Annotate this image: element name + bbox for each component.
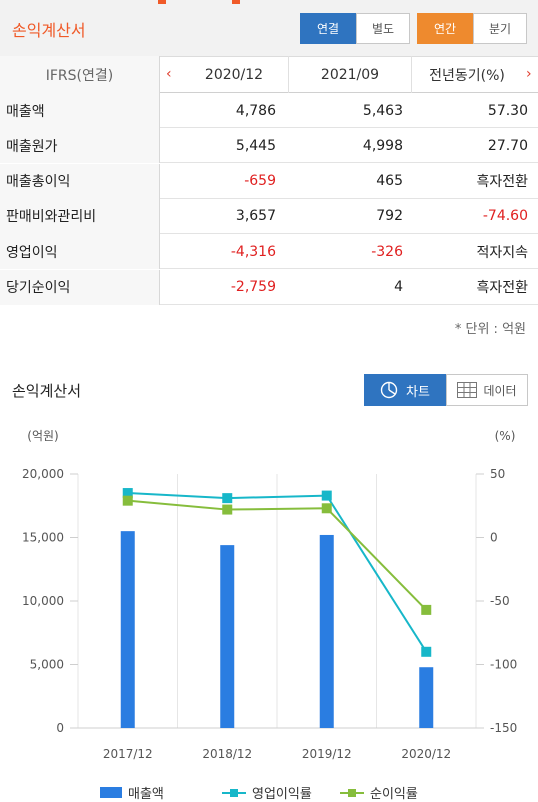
table-row: 영업이익 -4,316 -326 적자지속 — [0, 234, 538, 270]
table-cell: 흑자전환 — [476, 280, 528, 296]
y-right-tick-label: -100 — [490, 658, 517, 672]
prev-period-arrow-icon[interactable]: ‹ — [166, 66, 172, 82]
series-point-1 — [222, 504, 233, 515]
y-left-tick-label: 20,000 — [22, 467, 64, 481]
table-header-ifrs: IFRS(연결) — [0, 56, 160, 93]
row-label: 판매비와관리비 — [0, 198, 160, 234]
row-label: 매출액 — [0, 93, 160, 128]
table-cell: 적자지속 — [476, 244, 528, 261]
table-header-col1: 2020/12 — [204, 66, 264, 83]
x-tick-label: 2017/12 — [103, 747, 153, 761]
row-label: 당기순이익 — [0, 269, 160, 305]
table-cell: 27.70 — [487, 137, 528, 154]
toggle-annual-button[interactable]: 연간 — [417, 13, 473, 44]
row-label: 매출원가 — [0, 128, 160, 164]
table-header-col3: 전년동기(%) — [429, 67, 505, 84]
table-grid-icon — [457, 382, 478, 398]
table-cell: 5,463 — [362, 102, 403, 119]
income-chart: (억원) (%) 0 5,000 10,000 15,000 20,000 -150 -100 -… — [22, 429, 517, 761]
table-cell: 465 — [376, 173, 403, 190]
unit-note: * 단위 : 억원 — [454, 322, 526, 337]
legend-item-net-margin[interactable]: 순이익률 — [340, 783, 418, 802]
table-header-col2: 2021/09 — [320, 66, 380, 83]
legend-line-swatch-icon — [340, 788, 364, 797]
series-point-0 — [321, 490, 332, 501]
chart-view-label: 차트 — [406, 384, 430, 400]
table-cell: -326 — [371, 243, 403, 260]
pie-chart-icon — [380, 381, 398, 399]
table-cell: 4,786 — [235, 102, 276, 119]
table-row: 매출원가 5,445 4,998 27.70 — [0, 128, 538, 164]
series-line-1 — [127, 499, 427, 611]
table-cell: 4,998 — [362, 137, 403, 154]
data-view-label: 데이터 — [483, 383, 517, 398]
toggle-consolidated-button[interactable]: 연결 — [300, 13, 356, 44]
y-left-tick-label: 0 — [56, 721, 64, 735]
y-left-tick-label: 15,000 — [22, 531, 64, 545]
next-period-arrow-icon[interactable]: › — [526, 66, 532, 82]
legend-item-revenue[interactable]: 매출액 — [100, 783, 164, 802]
table-cell: -74.60 — [482, 208, 528, 225]
toggle-quarterly-button[interactable]: 분기 — [473, 13, 527, 44]
y-right-tick-label: 50 — [490, 467, 505, 481]
y-right-tick-label: -150 — [490, 721, 517, 735]
data-view-button[interactable]: 데이터 — [446, 374, 528, 406]
legend-item-operating-margin[interactable]: 영업이익률 — [222, 783, 312, 802]
table-cell: -659 — [244, 173, 276, 190]
series-point-0 — [122, 488, 133, 499]
table-cell: -2,759 — [230, 279, 276, 295]
legend-label: 매출액 — [128, 787, 164, 802]
series-point-0 — [222, 493, 233, 504]
row-label: 영업이익 — [0, 234, 160, 270]
table-row: 매출액 4,786 5,463 57.30 — [0, 93, 538, 128]
y-right-tick-label: -50 — [490, 594, 510, 608]
series-line-0 — [127, 492, 428, 653]
chart-view-button[interactable]: 차트 — [364, 374, 446, 406]
legend-label: 영업이익률 — [252, 787, 312, 802]
y-left-tick-label: 10,000 — [22, 594, 64, 608]
x-tick-label: 2018/12 — [202, 747, 252, 761]
table-cell: 792 — [376, 208, 403, 225]
table-cell: 4 — [394, 279, 403, 295]
series-point-0 — [421, 646, 432, 657]
header-accent-mark — [158, 0, 166, 4]
left-axis-unit-label: (억원) — [27, 429, 58, 443]
series-point-1 — [122, 495, 133, 506]
legend-line-swatch-icon — [222, 788, 246, 797]
toggle-separate-button[interactable]: 별도 — [356, 13, 410, 44]
x-tick-label: 2020/12 — [401, 747, 451, 761]
legend-label: 순이익률 — [370, 787, 418, 802]
chart-section-title: 손익계산서 — [12, 382, 82, 400]
right-axis-unit-label: (%) — [495, 429, 516, 443]
bar-2020/12 — [419, 667, 434, 728]
table-row: 판매비와관리비 3,657 792 -74.60 — [0, 198, 538, 234]
x-tick-label: 2019/12 — [302, 747, 352, 761]
column-divider — [411, 56, 412, 93]
table-cell: 3,657 — [235, 208, 276, 225]
bar-2018/12 — [220, 545, 235, 728]
table-cell: 5,445 — [235, 137, 276, 154]
page-title: 손익계산서 — [12, 21, 86, 40]
row-label: 매출총이익 — [0, 163, 160, 199]
series-point-1 — [421, 604, 432, 615]
series-point-1 — [321, 503, 332, 514]
column-divider — [288, 56, 289, 93]
table-cell: 흑자전환 — [476, 174, 528, 191]
table-cell: -4,316 — [230, 243, 276, 260]
y-right-tick-label: 0 — [490, 531, 498, 545]
y-left-tick-label: 5,000 — [30, 658, 64, 672]
bar-2019/12 — [319, 534, 334, 728]
table-header-row: IFRS(연결) ‹ 2020/12 2021/09 전년동기(%) › — [0, 56, 538, 93]
table-row: 매출총이익 -659 465 흑자전환 — [0, 163, 538, 199]
header-accent-mark — [232, 0, 240, 4]
bar-2017/12 — [120, 531, 135, 728]
legend-bar-swatch — [100, 787, 122, 798]
table-row: 당기순이익 -2,759 4 흑자전환 — [0, 269, 538, 305]
table-cell: 57.30 — [487, 102, 528, 119]
